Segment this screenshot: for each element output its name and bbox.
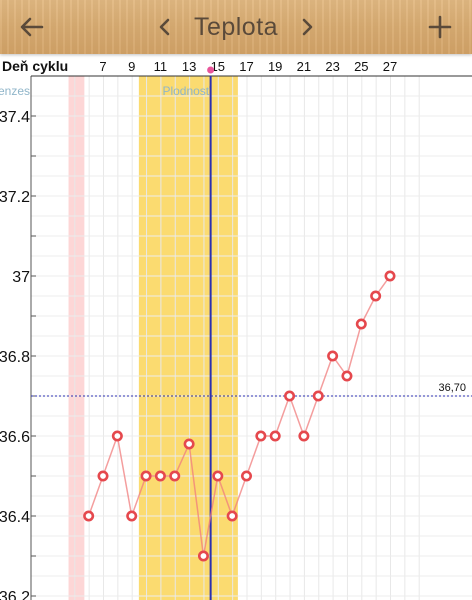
x-tick-label: 7 [99, 59, 106, 74]
data-point [126, 510, 138, 522]
x-tick-label: 13 [182, 59, 196, 74]
data-point [341, 370, 353, 382]
data-point [327, 350, 339, 362]
data-point [140, 470, 152, 482]
data-point [298, 430, 310, 442]
temperature-chart[interactable]: Menzes Plodnosť 37.4 37.2 37 36.8 36.6 36.4 36.2… [0, 54, 472, 600]
back-button[interactable] [12, 7, 52, 47]
y-tick-label: 36.2 [0, 589, 30, 600]
x-tick-label: 27 [383, 59, 397, 74]
data-point [226, 510, 238, 522]
y-tick-label: 37 [12, 269, 30, 286]
data-point [312, 390, 324, 402]
data-point [83, 510, 95, 522]
data-point [111, 430, 123, 442]
x-tick-label: 9 [128, 59, 135, 74]
today-dot [207, 66, 215, 74]
data-point [183, 438, 195, 450]
data-point [154, 470, 166, 482]
y-tick-label: 36.6 [0, 429, 30, 446]
band-label-1: Plodnosť [162, 84, 210, 98]
chevron-left-icon [159, 18, 170, 36]
data-point [355, 318, 367, 330]
y-tick-label: 36.8 [0, 349, 30, 366]
x-tick-label: 23 [325, 59, 339, 74]
data-point [212, 470, 224, 482]
band-1 [138, 76, 238, 600]
data-point [169, 470, 181, 482]
page-title: Teplota [193, 12, 279, 41]
plus-icon [428, 15, 452, 39]
band-label-0: Menzes [0, 84, 30, 98]
x-tick-label: 25 [354, 59, 368, 74]
data-point [255, 430, 267, 442]
x-axis-label: Deň cyklu [2, 58, 68, 74]
y-tick-label: 36.4 [0, 509, 30, 526]
next-button[interactable] [292, 9, 322, 45]
data-point [384, 270, 396, 282]
x-tick-label: 21 [297, 59, 311, 74]
title-container: Teplota [150, 8, 322, 46]
arrow-left-icon [20, 17, 44, 37]
x-tick-label: 19 [268, 59, 282, 74]
reference-label: 36,70 [438, 382, 466, 394]
data-point [241, 470, 253, 482]
series-line [87, 275, 391, 557]
previous-button[interactable] [150, 9, 180, 45]
data-point [197, 550, 209, 562]
data-point [284, 390, 296, 402]
data-point [370, 290, 382, 302]
data-point [97, 470, 109, 482]
band-0 [68, 76, 85, 600]
x-tick-label: 15 [211, 59, 225, 74]
y-tick-label: 37.2 [0, 189, 30, 206]
y-tick-label: 37.4 [0, 109, 30, 126]
chevron-right-icon [302, 18, 313, 36]
x-tick-label: 17 [239, 59, 253, 74]
x-tick-label: 11 [154, 59, 168, 74]
top-app-bar: Teplota [0, 0, 472, 54]
data-point [269, 430, 281, 442]
add-button[interactable] [420, 7, 460, 47]
